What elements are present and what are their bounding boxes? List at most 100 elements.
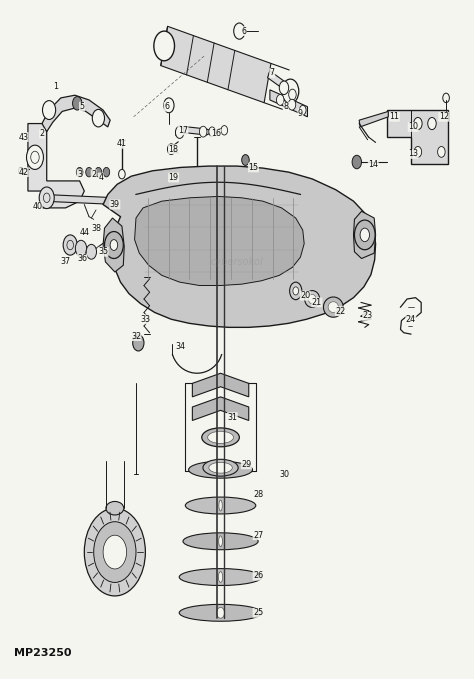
Text: 19: 19 <box>169 173 179 182</box>
Text: 12: 12 <box>438 112 449 122</box>
Polygon shape <box>176 127 213 136</box>
Text: 41: 41 <box>117 139 127 148</box>
Ellipse shape <box>217 608 225 618</box>
Circle shape <box>209 127 215 136</box>
Ellipse shape <box>179 604 262 621</box>
Circle shape <box>175 126 184 139</box>
Circle shape <box>86 168 92 177</box>
Text: MP23250: MP23250 <box>14 648 71 658</box>
Circle shape <box>76 168 83 177</box>
Text: 42: 42 <box>18 168 28 177</box>
Circle shape <box>104 232 123 259</box>
Text: 20: 20 <box>300 291 310 300</box>
Circle shape <box>73 96 82 110</box>
Circle shape <box>290 282 302 299</box>
Circle shape <box>414 147 422 158</box>
Text: 18: 18 <box>169 145 179 153</box>
Circle shape <box>428 117 436 130</box>
Text: 21: 21 <box>312 298 322 307</box>
Ellipse shape <box>219 464 222 475</box>
Text: 37: 37 <box>61 257 71 266</box>
Circle shape <box>355 220 375 250</box>
Text: 38: 38 <box>91 223 101 233</box>
Text: 17: 17 <box>178 126 188 135</box>
Text: 3: 3 <box>77 170 82 179</box>
Polygon shape <box>387 110 448 164</box>
Polygon shape <box>135 196 304 285</box>
Circle shape <box>360 228 370 242</box>
Circle shape <box>27 145 44 170</box>
Ellipse shape <box>219 572 223 583</box>
Ellipse shape <box>219 500 222 511</box>
Circle shape <box>103 168 109 177</box>
Circle shape <box>221 126 228 135</box>
Text: 13: 13 <box>408 149 418 158</box>
Ellipse shape <box>179 568 262 585</box>
Text: 23: 23 <box>363 312 373 320</box>
Text: 11: 11 <box>390 112 400 122</box>
Circle shape <box>414 117 422 130</box>
Circle shape <box>300 105 306 115</box>
Text: 9: 9 <box>298 109 303 118</box>
Ellipse shape <box>309 294 316 304</box>
Ellipse shape <box>183 533 258 550</box>
Text: 43: 43 <box>18 132 28 141</box>
Text: 2: 2 <box>91 170 96 179</box>
Circle shape <box>92 109 104 127</box>
Circle shape <box>293 287 299 295</box>
Text: 27: 27 <box>253 531 263 540</box>
Text: 10: 10 <box>408 122 418 132</box>
Ellipse shape <box>209 462 232 473</box>
Circle shape <box>133 335 144 351</box>
Text: 34: 34 <box>176 342 186 351</box>
Circle shape <box>279 81 289 94</box>
Text: cybersokol: cybersokol <box>210 257 264 267</box>
Ellipse shape <box>328 301 338 312</box>
Polygon shape <box>270 90 308 117</box>
Ellipse shape <box>84 508 146 596</box>
Circle shape <box>95 168 102 177</box>
Text: 35: 35 <box>98 247 108 256</box>
Circle shape <box>43 100 55 120</box>
Polygon shape <box>103 166 375 327</box>
Circle shape <box>288 99 296 110</box>
Text: 15: 15 <box>248 163 258 172</box>
Text: 39: 39 <box>110 200 120 209</box>
Ellipse shape <box>106 502 124 515</box>
Text: 25: 25 <box>253 608 263 617</box>
Text: 4: 4 <box>98 173 103 182</box>
Circle shape <box>103 535 127 569</box>
Text: 22: 22 <box>335 307 346 316</box>
Ellipse shape <box>305 291 319 308</box>
Circle shape <box>164 98 174 113</box>
Circle shape <box>94 521 136 583</box>
Text: 26: 26 <box>253 571 263 580</box>
Ellipse shape <box>208 431 234 443</box>
Text: 6: 6 <box>164 102 169 111</box>
Text: 7: 7 <box>270 69 275 77</box>
Ellipse shape <box>185 497 256 514</box>
Circle shape <box>352 155 362 169</box>
Circle shape <box>200 126 207 137</box>
Circle shape <box>167 144 175 155</box>
Circle shape <box>63 235 77 255</box>
Circle shape <box>118 170 125 179</box>
Circle shape <box>39 187 54 208</box>
Circle shape <box>75 240 87 257</box>
Text: 14: 14 <box>368 160 378 168</box>
Polygon shape <box>42 95 110 132</box>
Ellipse shape <box>323 297 343 317</box>
Circle shape <box>31 151 39 164</box>
Text: 44: 44 <box>79 228 89 238</box>
Polygon shape <box>42 194 117 204</box>
Text: 1: 1 <box>54 82 59 91</box>
Polygon shape <box>161 26 271 103</box>
Text: 30: 30 <box>279 470 289 479</box>
Text: 5: 5 <box>79 102 84 111</box>
Circle shape <box>289 89 296 100</box>
Circle shape <box>438 147 445 158</box>
Polygon shape <box>103 218 124 272</box>
Text: 33: 33 <box>140 315 150 324</box>
Text: 24: 24 <box>406 315 416 324</box>
Polygon shape <box>192 373 249 397</box>
